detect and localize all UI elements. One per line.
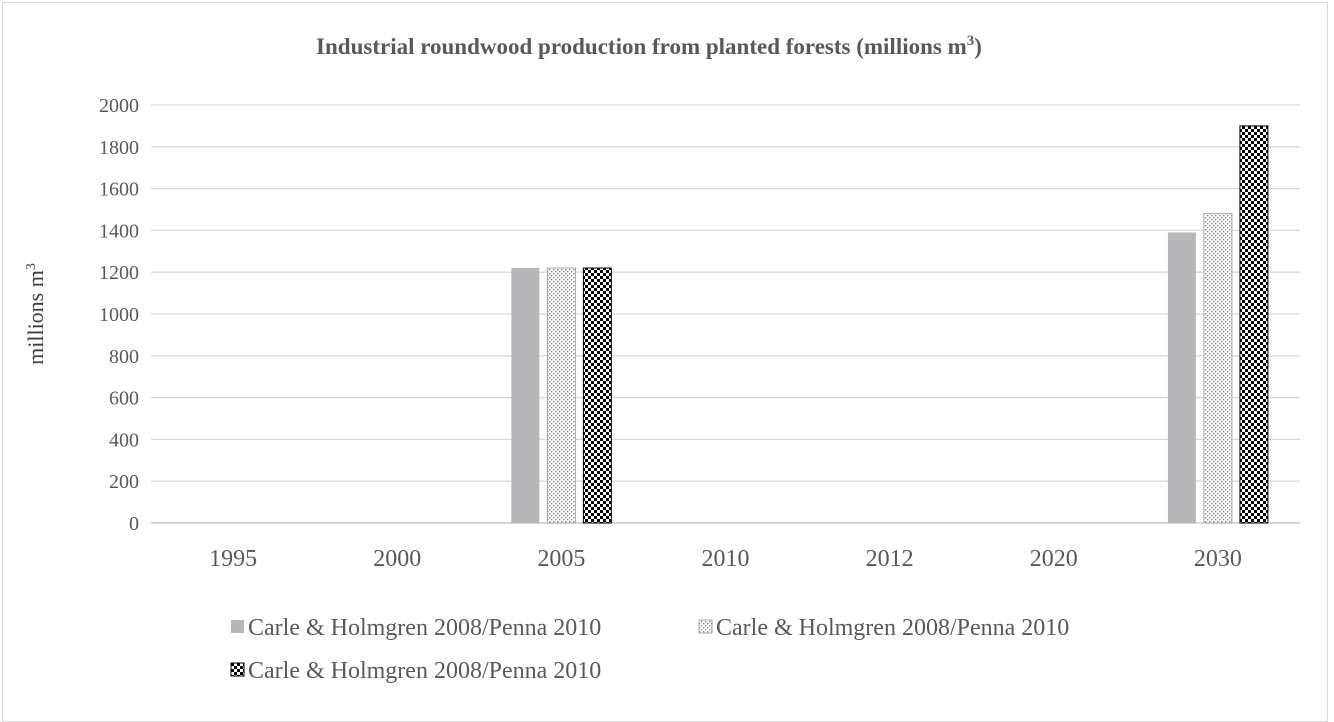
y-axis-ticks: 0 200 400 600 800 1000 1200 1400 1600 1800 2000 bbox=[99, 95, 139, 535]
y-tick-label: 1800 bbox=[99, 137, 139, 159]
bar-checker-2030 bbox=[1239, 125, 1269, 524]
y-tick-label: 1000 bbox=[99, 304, 139, 326]
chart-title: Industrial roundwood production from pla… bbox=[316, 33, 982, 59]
legend-swatch-checker bbox=[230, 662, 245, 677]
bar-layer bbox=[511, 125, 1269, 524]
y-axis-label: millions m3 bbox=[23, 263, 48, 365]
bar-dots-2030 bbox=[1203, 213, 1233, 524]
y-tick-label: 400 bbox=[109, 429, 139, 451]
x-tick-label: 2020 bbox=[1030, 546, 1078, 572]
x-tick-label: 2005 bbox=[537, 546, 585, 572]
legend-label: Carle & Holmgren 2008/Penna 2010 bbox=[716, 615, 1069, 641]
x-axis-ticks: 1995 2000 2005 2010 2012 2020 2030 bbox=[209, 546, 1242, 572]
x-tick-label: 2000 bbox=[373, 546, 421, 572]
bar-solid-2030 bbox=[1167, 232, 1196, 524]
y-tick-label: 0 bbox=[129, 513, 139, 535]
y-tick-label: 200 bbox=[109, 471, 139, 493]
legend-swatch-solid bbox=[231, 620, 244, 633]
x-tick-label: 1995 bbox=[209, 546, 257, 572]
legend-label: Carle & Holmgren 2008/Penna 2010 bbox=[248, 658, 601, 684]
legend: Carle & Holmgren 2008/Penna 2010 Carle & … bbox=[230, 615, 1069, 684]
y-tick-label: 800 bbox=[109, 346, 139, 368]
y-tick-label: 2000 bbox=[99, 95, 139, 117]
legend-swatch-dots bbox=[698, 619, 713, 634]
x-tick-label: 2012 bbox=[866, 546, 914, 572]
y-tick-label: 600 bbox=[109, 388, 139, 410]
bar-solid-2005 bbox=[511, 268, 540, 523]
x-tick-label: 2030 bbox=[1194, 546, 1242, 572]
y-tick-label: 1200 bbox=[99, 262, 139, 284]
chart-svg: Industrial roundwood production from pla… bbox=[23, 33, 1300, 684]
bar-checker-2005 bbox=[582, 267, 612, 524]
x-tick-label: 2010 bbox=[702, 546, 750, 572]
grid-layer bbox=[151, 104, 1300, 524]
y-tick-label: 1600 bbox=[99, 179, 139, 201]
bar-dots-2005 bbox=[546, 267, 576, 524]
y-tick-label: 1400 bbox=[99, 220, 139, 242]
legend-label: Carle & Holmgren 2008/Penna 2010 bbox=[248, 615, 601, 641]
